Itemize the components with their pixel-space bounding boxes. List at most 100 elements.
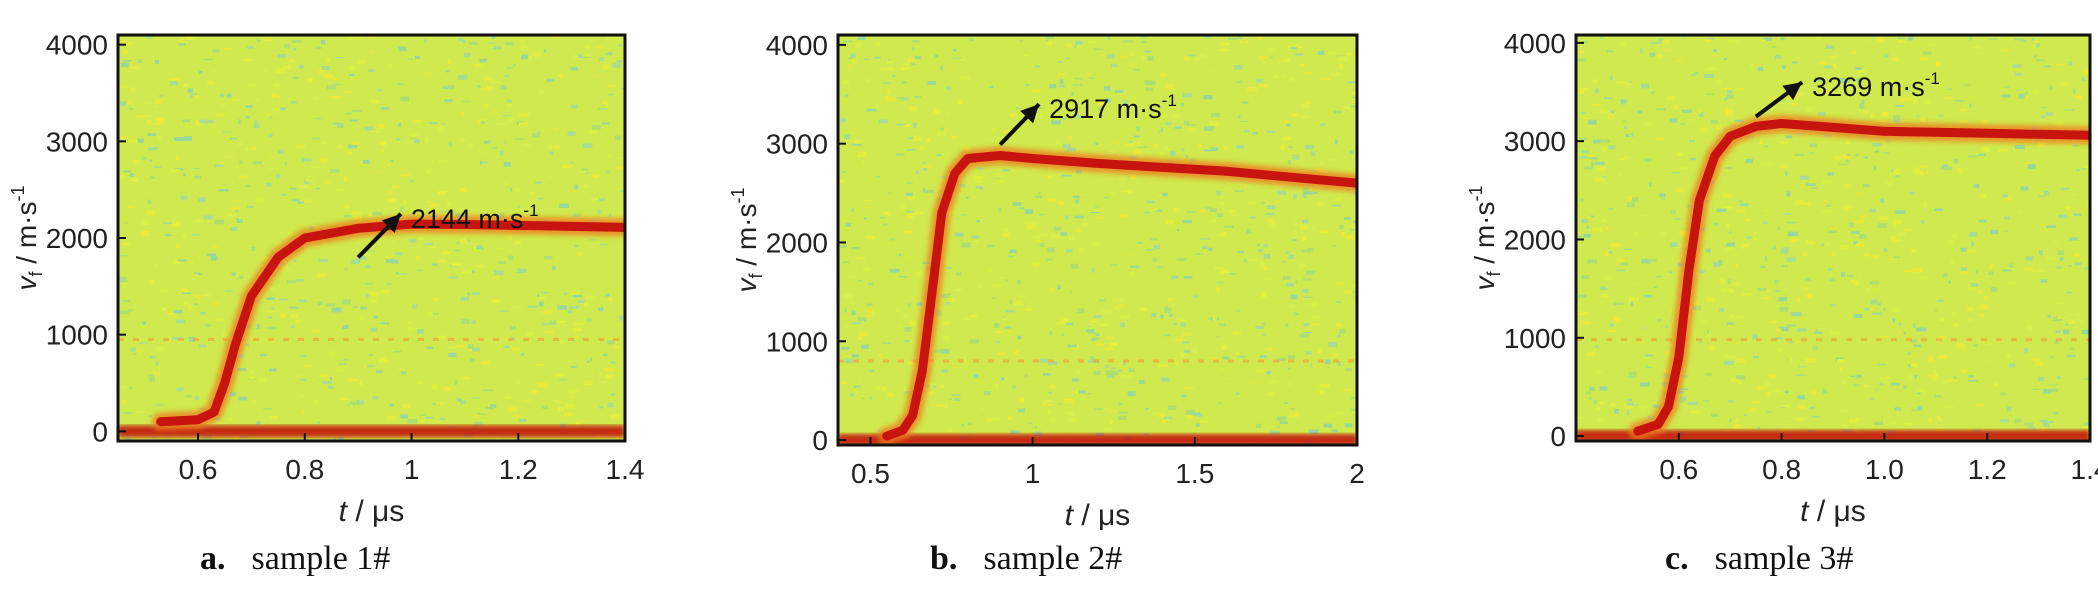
noise-speckle: [1635, 283, 1644, 286]
noise-speckle: [182, 234, 187, 238]
noise-speckle: [1090, 356, 1094, 362]
noise-speckle: [2054, 121, 2064, 125]
noise-speckle: [419, 237, 423, 240]
noise-speckle: [236, 141, 242, 146]
noise-speckle: [394, 185, 399, 188]
noise-speckle: [514, 138, 525, 140]
noise-speckle: [337, 189, 345, 191]
noise-speckle: [127, 309, 133, 312]
noise-speckle: [379, 358, 386, 362]
noise-speckle: [1857, 70, 1866, 73]
noise-speckle: [2051, 268, 2055, 270]
noise-speckle: [491, 35, 496, 39]
noise-speckle: [1735, 358, 1746, 363]
noise-speckle: [1586, 226, 1589, 229]
noise-speckle: [1604, 251, 1611, 257]
noise-speckle: [268, 133, 273, 137]
noise-speckle: [512, 347, 520, 352]
noise-speckle: [559, 378, 568, 381]
noise-speckle: [1935, 374, 1938, 378]
noise-speckle: [1145, 407, 1150, 410]
noise-speckle: [268, 287, 277, 290]
noise-speckle: [198, 344, 207, 348]
noise-speckle: [1174, 361, 1178, 365]
noise-speckle: [139, 342, 148, 344]
noise-speckle: [483, 389, 494, 392]
noise-speckle: [1698, 112, 1704, 117]
noise-speckle: [569, 389, 579, 394]
noise-speckle: [1267, 219, 1274, 223]
noise-speckle: [1578, 87, 1588, 91]
noise-speckle: [377, 123, 385, 129]
noise-speckle: [1935, 103, 1941, 105]
noise-speckle: [1058, 61, 1063, 63]
noise-speckle: [1581, 302, 1584, 306]
noise-speckle: [1195, 57, 1200, 62]
noise-speckle: [370, 327, 378, 332]
noise-speckle: [198, 301, 201, 303]
noise-speckle: [1576, 416, 1586, 419]
noise-speckle: [147, 199, 152, 205]
noise-speckle: [1828, 56, 1838, 58]
noise-speckle: [1951, 312, 1956, 317]
noise-speckle: [1257, 36, 1262, 40]
noise-speckle: [316, 118, 323, 120]
noise-speckle: [374, 171, 380, 173]
noise-speckle: [1258, 248, 1263, 252]
noise-speckle: [1673, 95, 1678, 97]
noise-speckle: [1837, 359, 1845, 363]
noise-speckle: [1576, 302, 1581, 305]
noise-speckle: [503, 115, 512, 117]
noise-speckle: [391, 259, 399, 264]
noise-speckle: [495, 437, 499, 441]
noise-speckle: [1160, 127, 1164, 132]
noise-speckle: [1624, 82, 1634, 85]
noise-speckle: [362, 159, 370, 164]
x-tick-label: 0.5: [851, 458, 890, 489]
noise-speckle: [480, 415, 489, 417]
x-tick-label: 0.8: [285, 454, 324, 485]
noise-speckle: [1141, 56, 1146, 61]
noise-speckle: [410, 179, 414, 182]
noise-speckle: [1144, 50, 1152, 53]
noise-speckle: [1047, 40, 1052, 46]
noise-speckle: [1228, 209, 1236, 213]
noise-speckle: [1328, 342, 1338, 347]
noise-speckle: [222, 131, 232, 133]
noise-speckle: [1724, 166, 1732, 169]
noise-speckle: [598, 372, 603, 377]
noise-speckle: [1827, 172, 1834, 176]
noise-speckle: [1624, 126, 1627, 130]
noise-speckle: [1897, 36, 1906, 42]
noise-speckle: [1067, 419, 1074, 422]
noise-speckle: [1592, 227, 1603, 232]
noise-speckle: [564, 292, 567, 295]
noise-speckle: [1719, 307, 1724, 313]
noise-speckle: [519, 38, 526, 43]
noise-speckle: [444, 408, 452, 410]
noise-speckle: [1739, 203, 1749, 207]
noise-speckle: [937, 186, 943, 189]
noise-speckle: [1753, 231, 1757, 235]
noise-speckle: [283, 64, 292, 69]
noise-speckle: [1641, 407, 1645, 412]
noise-speckle: [1159, 73, 1167, 77]
noise-speckle: [2034, 40, 2041, 43]
y-tick-label: 4000: [766, 30, 828, 61]
noise-speckle: [1246, 87, 1257, 92]
noise-speckle: [1753, 237, 1757, 240]
noise-speckle: [400, 96, 409, 102]
noise-speckle: [1066, 43, 1072, 47]
noise-speckle: [1095, 333, 1100, 337]
noise-speckle: [129, 386, 133, 390]
noise-speckle: [1942, 380, 1948, 385]
noise-speckle: [173, 260, 181, 264]
noise-speckle: [1216, 287, 1221, 292]
noise-speckle: [1078, 390, 1087, 394]
noise-speckle: [1326, 159, 1336, 161]
noise-speckle: [1339, 224, 1344, 230]
noise-speckle: [1845, 141, 1851, 144]
noise-speckle: [1662, 39, 1670, 45]
noise-speckle: [137, 138, 144, 143]
noise-speckle: [1879, 335, 1889, 338]
